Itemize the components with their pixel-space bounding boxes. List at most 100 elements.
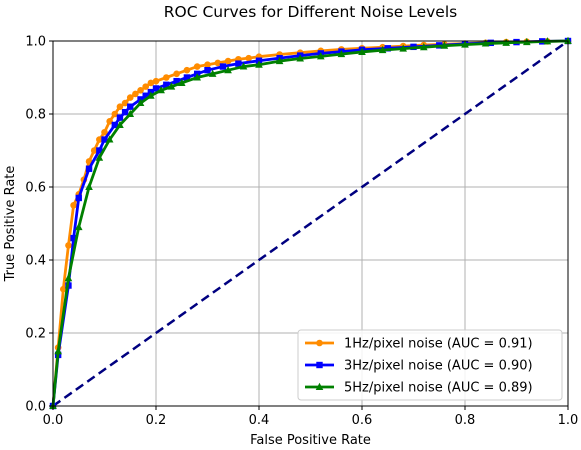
x-tick-label: 0.0: [43, 413, 64, 428]
data-point: [152, 85, 160, 92]
data-point: [111, 121, 118, 129]
data-point: [54, 347, 62, 355]
data-point: [173, 77, 180, 85]
legend-box: [297, 329, 563, 401]
data-point: [193, 63, 201, 70]
legend-entry: 1Hz/pixel noise (AUC = 0.91): [305, 337, 533, 352]
data-point: [106, 118, 113, 125]
y-tick-label: 0.0: [25, 400, 46, 415]
legend-label: 5Hz/pixel noise (AUC = 0.89): [344, 381, 533, 396]
y-tick-label: 0.6: [25, 181, 46, 196]
data-point: [96, 147, 103, 154]
data-point: [85, 165, 93, 172]
data-point: [255, 60, 263, 68]
data-point: [177, 78, 186, 86]
data-point: [224, 57, 232, 65]
data-point: [204, 67, 211, 74]
data-point: [157, 86, 165, 94]
x-tick-label: 0.8: [455, 413, 476, 428]
data-point: [75, 194, 82, 202]
data-point: [101, 128, 108, 136]
data-point: [245, 54, 252, 62]
data-point: [65, 242, 72, 249]
series-2: [49, 36, 572, 409]
data-point: [224, 66, 232, 74]
data-point: [384, 45, 391, 52]
data-point: [337, 49, 346, 58]
y-tick-label: 0.4: [25, 254, 46, 269]
data-point: [70, 234, 77, 242]
data-point: [90, 147, 98, 154]
y-tick-label: 0.2: [25, 327, 46, 342]
data-point: [64, 274, 73, 282]
data-point: [193, 73, 201, 81]
data-point: [204, 61, 211, 69]
data-point: [101, 136, 108, 143]
data-point: [440, 41, 449, 49]
data-point: [147, 91, 155, 99]
legend: 1Hz/pixel noise (AUC = 0.91) 3Hz/pixel no…: [297, 329, 563, 401]
data-point: [126, 109, 135, 117]
data-point: [167, 82, 176, 90]
ticks: 0.0 0.2 0.4 0.6 0.8 1.0 0.0 0.2 0.4 0.6 0.8 1.0: [25, 35, 578, 429]
data-point: [296, 54, 304, 62]
data-point: [315, 382, 324, 390]
data-point: [163, 81, 170, 88]
data-point: [235, 60, 242, 67]
legend-label: 3Hz/pixel noise (AUC = 0.90): [344, 359, 533, 374]
data-point: [74, 222, 83, 231]
data-point: [142, 83, 149, 90]
data-point: [163, 74, 170, 81]
diagonal-reference-line: [52, 39, 569, 408]
series-layer: [49, 36, 572, 410]
reference-diagonal: [52, 39, 569, 408]
x-axis-label: False Positive Rate: [250, 433, 371, 448]
data-point: [116, 114, 124, 121]
data-point: [183, 66, 191, 74]
data-point: [219, 63, 227, 70]
data-point: [85, 182, 93, 190]
legend-label: 1Hz/pixel noise (AUC = 0.91): [344, 337, 533, 352]
x-tick-label: 1.0: [558, 413, 579, 428]
data-point: [208, 69, 217, 77]
data-point: [137, 86, 144, 94]
data-point: [564, 36, 572, 44]
data-point: [121, 108, 129, 116]
chart-title: ROC Curves for Different Noise Levels: [164, 3, 457, 21]
plot-frame: [52, 40, 569, 407]
data-point: [152, 77, 160, 85]
data-point: [95, 153, 104, 161]
y-tick-label: 0.8: [25, 108, 46, 123]
data-point: [239, 62, 248, 70]
data-point: [183, 74, 191, 81]
data-point: [420, 43, 428, 51]
data-point: [70, 201, 77, 209]
y-tick-label: 1.0: [25, 35, 46, 50]
data-point: [214, 59, 222, 67]
data-point: [142, 92, 149, 99]
series-line: [51, 39, 569, 407]
legend-entry: 3Hz/pixel noise (AUC = 0.90): [305, 359, 533, 374]
data-point: [358, 47, 366, 55]
data-point: [136, 98, 145, 107]
data-point: [173, 70, 180, 78]
data-point: [378, 45, 387, 54]
data-point: [126, 94, 134, 101]
x-tick-label: 0.4: [249, 413, 270, 428]
x-tick-label: 0.2: [146, 413, 167, 428]
data-point: [96, 136, 103, 143]
y-axis-label: True Positive Rate: [3, 166, 18, 283]
data-point: [116, 103, 124, 110]
data-point: [127, 103, 134, 110]
data-point: [461, 40, 469, 48]
data-point: [111, 110, 119, 118]
data-point: [399, 44, 407, 52]
data-point: [105, 135, 114, 143]
data-point: [316, 339, 323, 347]
legend-entry: 5Hz/pixel noise (AUC = 0.89): [305, 381, 533, 396]
data-point: [60, 285, 67, 293]
data-point: [275, 56, 284, 65]
data-point: [132, 90, 139, 98]
data-point: [121, 99, 129, 107]
data-point: [316, 361, 323, 369]
